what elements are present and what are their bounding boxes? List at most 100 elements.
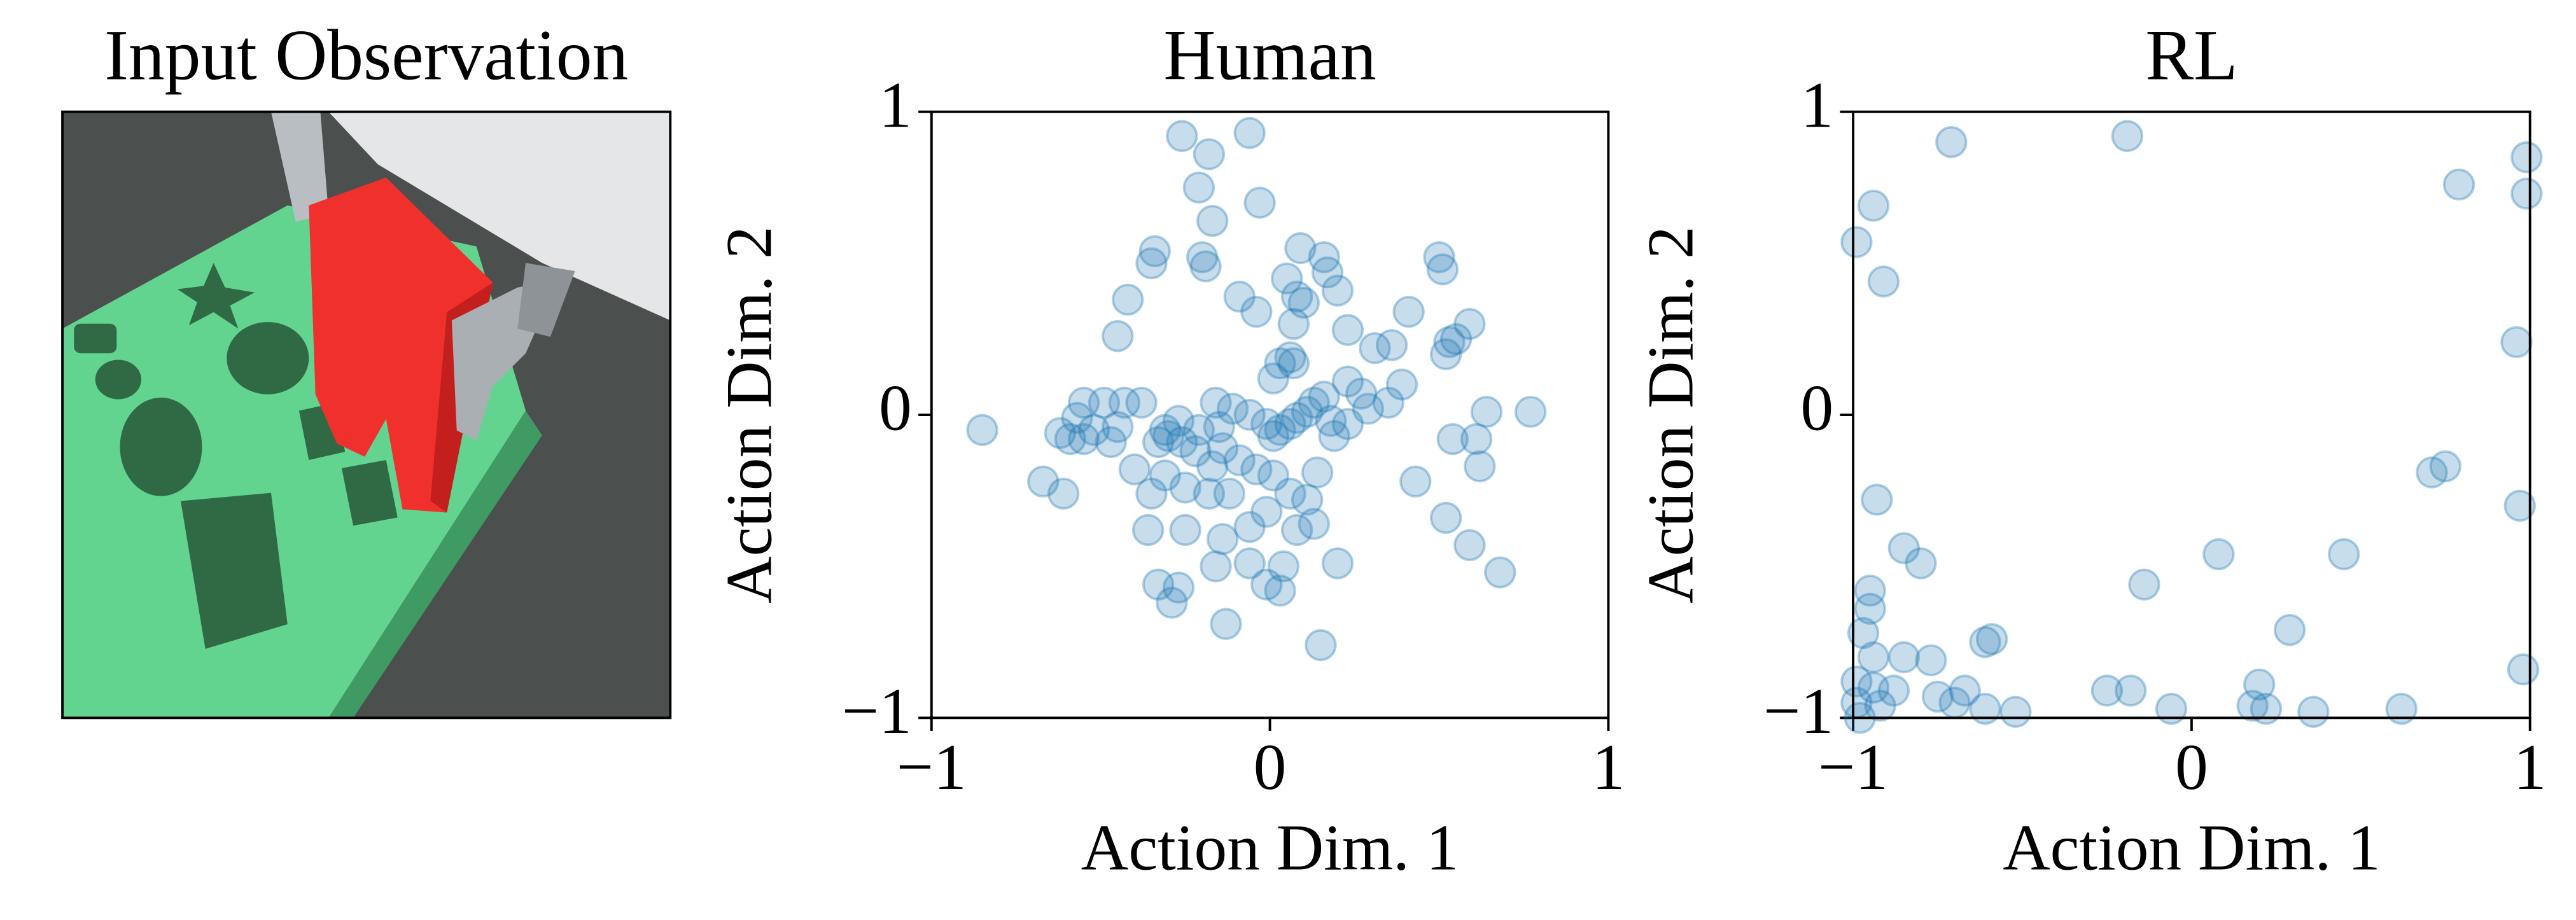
scatter-point — [1067, 422, 1100, 456]
x-tick-label: 1 — [1592, 731, 1625, 804]
scatter-point — [2510, 178, 2543, 210]
hole — [120, 397, 202, 496]
scatter-point — [1284, 232, 1317, 265]
scatter-point — [1264, 414, 1296, 446]
scatter-point — [1125, 386, 1158, 419]
scatter-point — [1108, 386, 1141, 419]
y-axis-label: Action Dim. 2 — [1635, 226, 1707, 604]
scatter-point — [2273, 614, 2306, 646]
scatter-point — [1206, 432, 1239, 464]
gripper-left — [270, 111, 329, 222]
scatter-point — [1321, 547, 1354, 580]
scatter-point — [2155, 692, 2188, 725]
scatter-point — [1135, 247, 1168, 280]
scatter-point — [1392, 295, 1425, 328]
scatter-point — [1169, 471, 1201, 504]
scatter-point — [1453, 307, 1486, 340]
scatter-point — [1277, 307, 1310, 340]
x-tick-label: 0 — [2175, 731, 2208, 804]
scatter-point — [1118, 453, 1151, 485]
scatter-point — [1857, 671, 1890, 704]
axes-frame — [1852, 110, 2531, 720]
hole — [74, 323, 117, 354]
scatter-point — [1223, 281, 1256, 313]
scatter-point — [1854, 575, 1886, 607]
scatter-point — [1233, 547, 1266, 580]
scatter-point — [2442, 168, 2475, 201]
scatter-point — [1331, 408, 1364, 440]
scatter-point — [1464, 450, 1496, 483]
axes-frame — [930, 110, 1610, 720]
scatter-point — [1315, 405, 1347, 437]
scatter-point — [1210, 608, 1242, 640]
panel-title: Human — [1163, 15, 1376, 95]
scatter-point — [1840, 665, 1873, 698]
scatter-point — [1102, 410, 1134, 443]
scatter-point — [1453, 529, 1486, 561]
scatter-point — [1196, 204, 1229, 237]
scatter-point — [1095, 426, 1127, 459]
scatter-point — [1264, 347, 1296, 380]
x-axis-label: Action Dim. 1 — [1081, 811, 1459, 884]
scatter-point — [1308, 380, 1340, 413]
scatter-point — [1274, 408, 1306, 440]
scatter-point — [1514, 396, 1547, 428]
scatter-point — [1436, 422, 1469, 456]
scatter-point — [1250, 408, 1283, 440]
scatter-point — [1142, 568, 1175, 601]
scatter-point — [1182, 171, 1215, 204]
scatter-point — [1840, 226, 1873, 258]
scatter-point — [1250, 568, 1283, 601]
y-tick-label: 0 — [879, 372, 912, 445]
y-axis-label: Action Dim. 2 — [713, 226, 785, 604]
scatter-point — [1433, 326, 1466, 358]
observation-image — [62, 111, 671, 718]
hole — [341, 460, 398, 526]
wall — [328, 111, 671, 321]
scatter-point — [1047, 477, 1080, 510]
scatter-point — [2507, 653, 2540, 686]
scatter-point — [1240, 295, 1273, 328]
x-tick-label: 1 — [2514, 731, 2547, 804]
scatter-point — [1399, 465, 1432, 498]
scatter-point — [1112, 283, 1144, 316]
scatter-point — [1847, 617, 1880, 650]
scatter-point — [1301, 456, 1334, 489]
y-tick-label: −1 — [842, 675, 912, 748]
scatter-point — [1915, 644, 1947, 676]
hole-star — [177, 263, 255, 329]
scatter-point — [1385, 368, 1418, 401]
scatter-point — [1345, 377, 1378, 410]
scatter-point — [1135, 477, 1168, 510]
scatter-point — [1861, 484, 1893, 516]
scatter-point — [1189, 250, 1222, 282]
scatter-point — [2090, 674, 2124, 707]
x-axis-label: Action Dim. 1 — [2003, 811, 2381, 884]
scatter-point — [2500, 326, 2533, 358]
scatter-point — [1223, 444, 1256, 477]
scatter-point — [1277, 347, 1310, 380]
scatter-point — [2416, 456, 2448, 489]
scatter-point — [1949, 674, 1981, 707]
scatter-point — [1152, 420, 1185, 452]
scatter-point — [1331, 365, 1364, 398]
scatter-point — [1061, 401, 1093, 434]
scatter-point — [1999, 695, 2032, 728]
scatter-point — [1193, 138, 1226, 171]
scatter-point — [1240, 453, 1273, 485]
scatter-point — [1864, 690, 1896, 722]
scatter-point — [1484, 556, 1516, 589]
scatter-point — [1359, 332, 1391, 365]
scatter-point — [1179, 435, 1212, 468]
scatter-point — [2328, 538, 2360, 571]
scatter-point — [1439, 323, 1473, 356]
scatter-point — [1887, 532, 1921, 564]
scatter-point — [2202, 538, 2235, 571]
scatter-point — [1267, 550, 1300, 583]
scatter-point — [1921, 680, 1954, 713]
scatter-point — [1291, 484, 1324, 516]
scatter-point — [1271, 262, 1303, 295]
scatter-point — [1311, 256, 1344, 289]
scatter-point — [1088, 386, 1121, 419]
